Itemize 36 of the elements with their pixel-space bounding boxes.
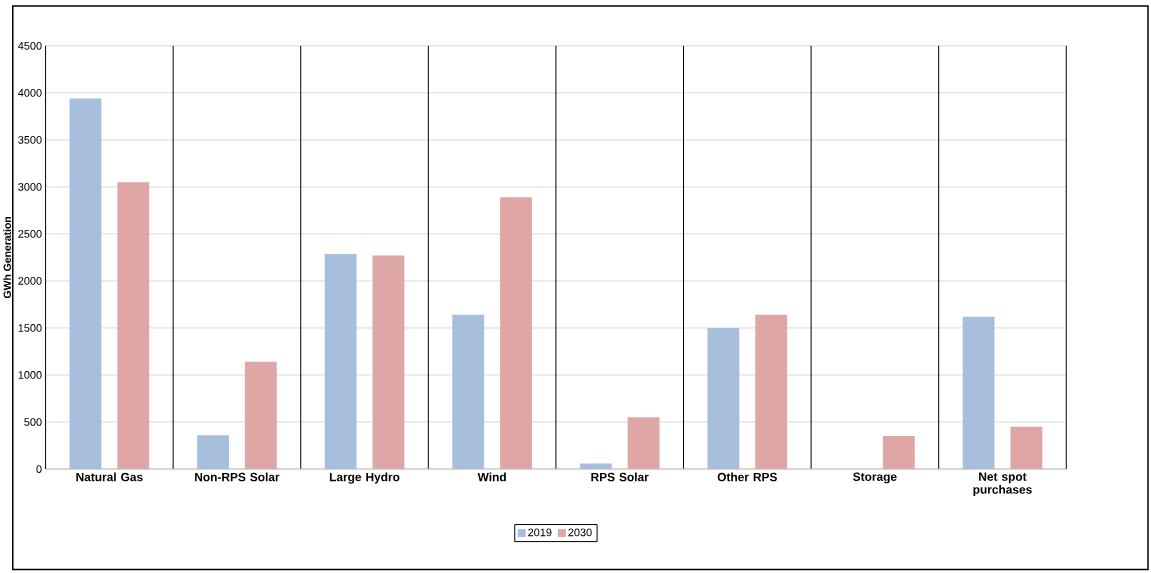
legend-label: 2019 [528, 528, 552, 537]
bar [452, 314, 485, 470]
y-tick-label: 500 [24, 418, 42, 427]
x-tick-label: Natural Gas [76, 472, 143, 482]
bar [882, 436, 915, 470]
x-tick-label: Non-RPS Solar [195, 472, 280, 482]
x-tick-label: RPS Solar [591, 472, 649, 482]
bar [962, 316, 995, 470]
bar [197, 435, 229, 470]
bar [1010, 426, 1043, 470]
y-tick-label: 2500 [18, 230, 42, 238]
y-tick-label: 3500 [18, 136, 42, 144]
x-tick-label: Large Hydro [329, 472, 400, 484]
bar [627, 417, 660, 470]
bar [579, 463, 612, 470]
bar [500, 197, 532, 470]
bar [324, 254, 357, 470]
y-tick-label: 4500 [18, 42, 42, 50]
bar [69, 98, 102, 470]
y-tick-label: 0 [36, 465, 42, 474]
x-tick-label: Wind [477, 472, 506, 482]
x-tick-label: Other RPS [717, 472, 777, 482]
y-tick-label: 3000 [18, 183, 42, 191]
legend-label: 2030 [568, 528, 592, 537]
bar [707, 328, 740, 470]
y-tick-label: 2000 [18, 277, 42, 285]
x-tick-label: Storage [853, 472, 897, 484]
bar [244, 362, 277, 470]
y-tick-label: 1000 [18, 371, 42, 380]
y-axis-title: GWh Generation [3, 217, 11, 299]
bar [372, 255, 405, 470]
bar [755, 314, 788, 470]
x-tick-label: Net spot purchases [973, 472, 1032, 497]
y-tick-label: 1500 [18, 324, 42, 333]
bar [117, 182, 150, 470]
y-tick-label: 4000 [18, 89, 42, 97]
